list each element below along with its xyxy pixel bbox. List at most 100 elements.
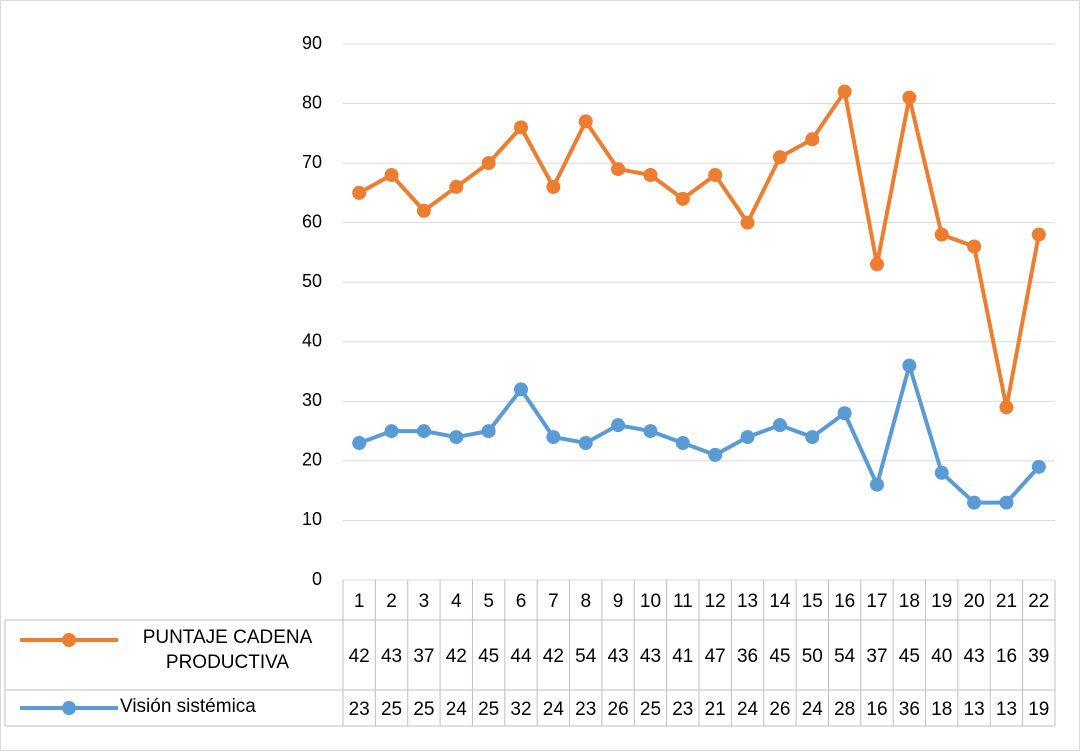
x-tick-label: 8 (580, 591, 591, 612)
data-point (514, 382, 528, 397)
table-value: 13 (964, 699, 985, 720)
data-point (449, 179, 464, 194)
table-value: 16 (996, 646, 1017, 667)
data-point (546, 179, 561, 194)
data-point (481, 424, 496, 439)
y-tick-label: 40 (302, 331, 322, 351)
data-point (578, 114, 593, 129)
data-point (546, 430, 561, 445)
table-value: 19 (1028, 699, 1049, 720)
data-point (449, 430, 464, 445)
data-point (870, 257, 884, 272)
table-value: 24 (802, 699, 824, 720)
table-value: 43 (608, 646, 629, 667)
data-point (1031, 227, 1046, 242)
table-value: 42 (349, 646, 370, 667)
x-tick-label: 12 (705, 591, 726, 612)
y-tick-label: 30 (302, 390, 322, 410)
table-value: 25 (478, 699, 499, 720)
data-point (352, 436, 367, 451)
data-point (902, 90, 917, 105)
table-value: 23 (672, 699, 693, 720)
table-value: 26 (769, 699, 790, 720)
data-point (772, 150, 787, 165)
data-point (643, 424, 658, 439)
data-point (708, 447, 723, 462)
x-tick-label: 19 (931, 591, 952, 612)
x-tick-label: 10 (640, 591, 661, 612)
y-tick-label: 70 (302, 152, 322, 172)
table-value: 54 (575, 646, 597, 667)
y-tick-label: 60 (302, 211, 322, 231)
x-tick-label: 18 (899, 591, 920, 612)
table-value: 24 (543, 699, 565, 720)
table-value: 13 (996, 699, 1017, 720)
data-point (416, 424, 431, 439)
table-value: 40 (931, 646, 952, 667)
series-line (358, 363, 1041, 505)
table-value: 47 (705, 646, 726, 667)
table-value: 28 (834, 699, 855, 720)
table-value: 25 (640, 699, 661, 720)
data-point (611, 418, 626, 433)
data-point (805, 430, 820, 445)
x-tick-label: 17 (866, 591, 887, 612)
y-tick-label: 10 (302, 509, 322, 529)
x-tick-label: 3 (419, 591, 430, 612)
legend-label: PUNTAJE CADENA PRODUCTIVA (142, 627, 313, 673)
data-point (772, 418, 787, 433)
data-point (740, 215, 755, 230)
data-point (934, 227, 949, 242)
table-value: 37 (413, 646, 434, 667)
data-point (675, 436, 690, 451)
table-value: 54 (834, 646, 856, 667)
series-line (358, 89, 1041, 410)
data-point (708, 168, 723, 183)
table-value: 23 (349, 699, 370, 720)
x-tick-label: 15 (802, 591, 823, 612)
x-tick-label: 9 (613, 591, 624, 612)
table-value: 37 (866, 646, 887, 667)
data-point (578, 436, 593, 451)
data-point (643, 168, 658, 183)
table-value: 42 (543, 646, 564, 667)
data-point (675, 191, 690, 206)
table-value: 43 (381, 646, 402, 667)
y-tick-label: 90 (302, 33, 322, 53)
legend-key-marker (62, 633, 76, 647)
table-value: 42 (446, 646, 467, 667)
table-value: 23 (575, 699, 596, 720)
table-value: 43 (640, 646, 661, 667)
data-point (740, 430, 755, 445)
y-tick-label: 80 (302, 92, 322, 112)
x-tick-label: 22 (1028, 591, 1049, 612)
data-point (934, 465, 949, 480)
table-value: 25 (381, 699, 402, 720)
data-point (837, 406, 852, 421)
table-value: 45 (769, 646, 790, 667)
table-value: 50 (802, 646, 823, 667)
legend-label: Visión sistémica (120, 696, 256, 717)
table-value: 41 (672, 646, 693, 667)
x-tick-label: 2 (386, 591, 397, 612)
table-value: 36 (737, 646, 758, 667)
x-tick-label: 21 (996, 591, 1017, 612)
table-value: 39 (1028, 646, 1049, 667)
table-value: 45 (899, 646, 920, 667)
data-point (999, 495, 1014, 510)
table-value: 44 (510, 646, 532, 667)
data-point (999, 400, 1014, 415)
x-tick-label: 20 (964, 591, 985, 612)
table-value: 16 (866, 699, 887, 720)
data-point (870, 477, 884, 492)
table-value: 21 (705, 699, 726, 720)
data-point (481, 156, 496, 171)
data-point (1031, 459, 1046, 474)
data-point (352, 185, 367, 200)
x-tick-label: 16 (834, 591, 855, 612)
data-point (805, 132, 820, 147)
table-value: 36 (899, 699, 920, 720)
table-value: 43 (964, 646, 985, 667)
